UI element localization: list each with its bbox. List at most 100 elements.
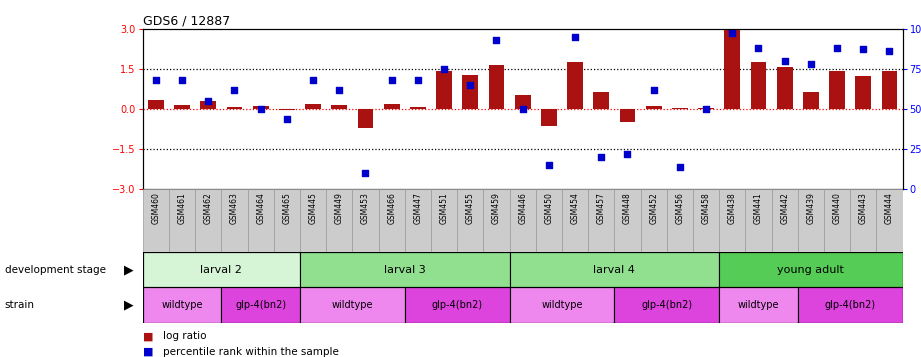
Text: GSM457: GSM457 <box>597 192 606 224</box>
Text: GSM459: GSM459 <box>492 192 501 224</box>
FancyBboxPatch shape <box>509 189 536 252</box>
FancyBboxPatch shape <box>614 287 719 323</box>
Text: GSM444: GSM444 <box>885 192 894 224</box>
Point <box>567 34 582 40</box>
FancyBboxPatch shape <box>509 287 614 323</box>
FancyBboxPatch shape <box>562 189 589 252</box>
Text: larval 4: larval 4 <box>593 265 635 275</box>
Bar <box>646 106 661 109</box>
FancyBboxPatch shape <box>300 189 326 252</box>
Point <box>437 66 451 71</box>
FancyBboxPatch shape <box>300 252 509 287</box>
Text: glp-4(bn2): glp-4(bn2) <box>432 300 483 310</box>
FancyBboxPatch shape <box>326 189 353 252</box>
Text: GSM463: GSM463 <box>230 192 239 224</box>
FancyBboxPatch shape <box>667 189 693 252</box>
FancyBboxPatch shape <box>221 189 248 252</box>
Text: development stage: development stage <box>5 265 106 275</box>
Text: GSM458: GSM458 <box>702 192 711 224</box>
Text: GSM442: GSM442 <box>780 192 789 224</box>
Point <box>201 98 216 104</box>
FancyBboxPatch shape <box>143 252 300 287</box>
Text: wildtype: wildtype <box>542 300 583 310</box>
Bar <box>410 107 426 109</box>
Point <box>830 45 845 51</box>
Text: percentile rank within the sample: percentile rank within the sample <box>163 347 339 357</box>
FancyBboxPatch shape <box>248 189 274 252</box>
FancyBboxPatch shape <box>719 287 798 323</box>
FancyBboxPatch shape <box>353 189 379 252</box>
Bar <box>357 109 373 128</box>
Point <box>725 31 740 36</box>
Text: ▶: ▶ <box>124 299 134 312</box>
FancyBboxPatch shape <box>169 189 195 252</box>
Point <box>384 77 399 83</box>
Text: GSM449: GSM449 <box>334 192 344 224</box>
FancyBboxPatch shape <box>536 189 562 252</box>
Point <box>699 106 714 112</box>
Text: GSM455: GSM455 <box>466 192 474 224</box>
Text: GSM454: GSM454 <box>571 192 579 224</box>
FancyBboxPatch shape <box>274 189 300 252</box>
Text: log ratio: log ratio <box>163 331 206 341</box>
Point <box>358 170 373 176</box>
Text: GSM460: GSM460 <box>151 192 160 224</box>
FancyBboxPatch shape <box>457 189 484 252</box>
Text: ■: ■ <box>143 331 153 341</box>
Bar <box>252 106 269 109</box>
Point <box>803 61 818 67</box>
Text: strain: strain <box>5 300 35 310</box>
Bar <box>672 107 688 109</box>
Point <box>253 106 268 112</box>
Text: GSM447: GSM447 <box>414 192 423 224</box>
Text: glp-4(bn2): glp-4(bn2) <box>824 300 876 310</box>
Point <box>489 37 504 42</box>
Text: glp-4(bn2): glp-4(bn2) <box>641 300 693 310</box>
Bar <box>174 105 190 109</box>
Point <box>856 46 870 52</box>
FancyBboxPatch shape <box>379 189 404 252</box>
Text: GSM438: GSM438 <box>728 192 737 224</box>
FancyBboxPatch shape <box>877 189 903 252</box>
Point <box>542 162 556 168</box>
Text: GSM445: GSM445 <box>309 192 318 224</box>
Text: GSM462: GSM462 <box>204 192 213 224</box>
Bar <box>515 95 530 109</box>
FancyBboxPatch shape <box>772 189 798 252</box>
Bar <box>803 92 819 109</box>
FancyBboxPatch shape <box>300 287 404 323</box>
Bar <box>279 109 295 110</box>
Point <box>306 77 321 83</box>
Point <box>148 77 163 83</box>
Bar <box>620 109 635 122</box>
Text: ▶: ▶ <box>124 263 134 276</box>
Point <box>672 164 687 170</box>
Text: wildtype: wildtype <box>332 300 373 310</box>
Point <box>594 154 609 160</box>
Bar <box>856 76 871 109</box>
Point <box>752 45 766 51</box>
FancyBboxPatch shape <box>484 189 509 252</box>
Point <box>175 77 190 83</box>
Text: ■: ■ <box>143 347 153 357</box>
FancyBboxPatch shape <box>195 189 221 252</box>
FancyBboxPatch shape <box>143 189 169 252</box>
Bar <box>148 100 164 109</box>
FancyBboxPatch shape <box>404 189 431 252</box>
FancyBboxPatch shape <box>824 189 850 252</box>
FancyBboxPatch shape <box>798 189 824 252</box>
Text: larval 3: larval 3 <box>384 265 426 275</box>
Point <box>279 116 294 121</box>
Point <box>227 87 242 92</box>
FancyBboxPatch shape <box>509 252 719 287</box>
Bar <box>201 101 216 109</box>
Text: GSM440: GSM440 <box>833 192 842 224</box>
Bar <box>384 104 400 109</box>
Bar <box>776 67 793 109</box>
Point <box>620 151 635 157</box>
FancyBboxPatch shape <box>589 189 614 252</box>
Point <box>882 48 897 54</box>
FancyBboxPatch shape <box>221 287 300 323</box>
FancyBboxPatch shape <box>693 189 719 252</box>
FancyBboxPatch shape <box>798 287 903 323</box>
